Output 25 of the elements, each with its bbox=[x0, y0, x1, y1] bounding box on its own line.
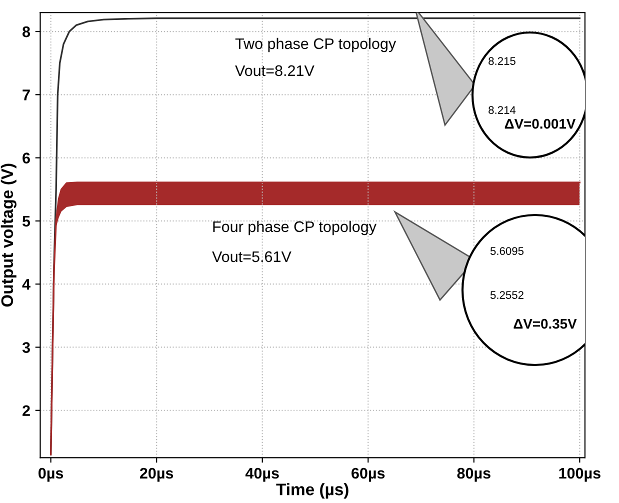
annotation: Four phase CP topology bbox=[213, 220, 376, 236]
x-tick-label: 40µs bbox=[245, 468, 279, 482]
y-tick-label: 6 bbox=[22, 152, 30, 164]
annotation: 8.215 bbox=[488, 57, 516, 65]
y-tick-label: 4 bbox=[22, 279, 30, 290]
annotation: 5.6095 bbox=[490, 247, 524, 255]
x-tick-label: 80µs bbox=[457, 468, 490, 482]
annotation: ΔV=0.001V bbox=[504, 118, 576, 129]
x-tick-label: 100µs bbox=[559, 468, 600, 482]
annotation: Two phase CP topology bbox=[235, 38, 396, 52]
y-axis-title: Output voltage (V) bbox=[0, 164, 16, 307]
annotation: 5.2552 bbox=[490, 291, 524, 299]
y-tick-label: 3 bbox=[22, 342, 30, 353]
annotation: Vout=5.61V bbox=[212, 251, 292, 262]
annotation: Vout=8.21V bbox=[235, 65, 314, 76]
x-tick-label: 20µs bbox=[140, 468, 174, 482]
x-axis-title: Time (µs) bbox=[276, 483, 348, 499]
y-tick-label: 5 bbox=[22, 216, 30, 227]
x-tick-label: 0µs bbox=[38, 468, 64, 482]
y-tick-label: 2 bbox=[22, 405, 30, 416]
y-tick-label: 7 bbox=[22, 90, 30, 100]
annotation: 8.214 bbox=[488, 106, 516, 114]
x-tick-label: 60µs bbox=[352, 468, 385, 482]
annotation: ΔV=0.35V bbox=[514, 318, 577, 329]
y-tick-label: 8 bbox=[22, 26, 30, 38]
